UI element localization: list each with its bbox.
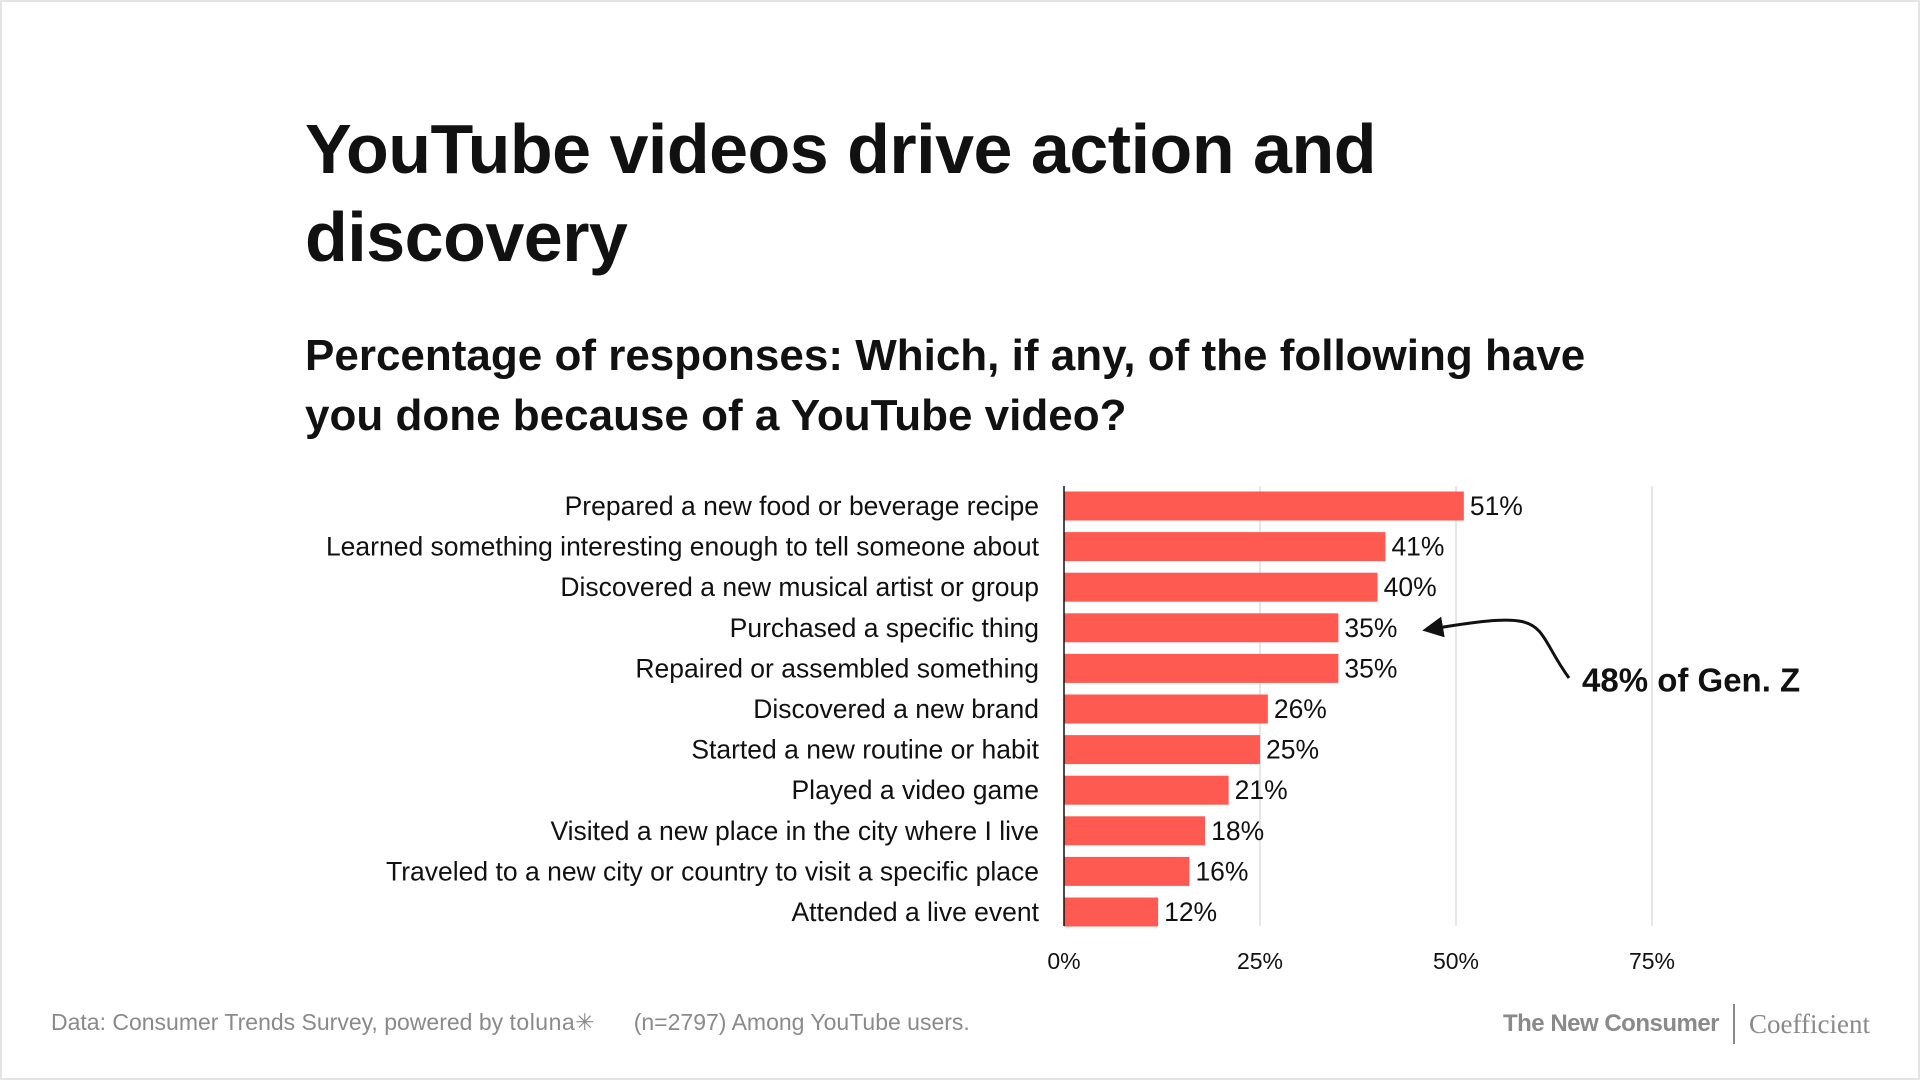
category-label: Discovered a new brand [753, 694, 1039, 724]
value-label: 16% [1195, 856, 1248, 886]
bar [1064, 653, 1339, 683]
value-label: 26% [1274, 694, 1327, 724]
category-label: Traveled to a new city or country to vis… [386, 856, 1039, 886]
x-tick-label: 0% [1047, 948, 1080, 974]
x-tick-label: 75% [1629, 948, 1675, 974]
category-label: Repaired or assembled something [635, 653, 1039, 683]
footer-brands: The New Consumer Coefficient [1503, 1003, 1870, 1045]
bar [1064, 775, 1229, 805]
chart-subtitle: Percentage of responses: Which, if any, … [305, 331, 1586, 440]
value-label: 40% [1384, 572, 1437, 602]
bar [1064, 613, 1339, 643]
source-note: Data: Consumer Trends Survey, powered by… [51, 1009, 970, 1036]
category-label: Purchased a specific thing [730, 613, 1039, 643]
value-label: 18% [1211, 816, 1264, 846]
sample-note: (n=2797) Among YouTube users. [633, 1009, 970, 1035]
value-label: 21% [1235, 775, 1288, 805]
brand-coefficient: Coefficient [1749, 1008, 1870, 1039]
bar [1064, 897, 1159, 927]
value-label: 35% [1344, 613, 1397, 643]
annotation-label: 48% of Gen. Z [1582, 662, 1800, 699]
category-label: Attended a live event [791, 897, 1039, 927]
bar [1064, 491, 1464, 521]
bar-chart: Prepared a new food or beverage recipe 51… [326, 486, 1800, 974]
value-label: 41% [1391, 532, 1444, 562]
x-tick-label: 50% [1433, 948, 1479, 974]
bar [1064, 572, 1378, 602]
source-prefix: Data: Consumer Trends Survey, powered by [51, 1009, 504, 1035]
bar [1064, 816, 1206, 846]
bar [1064, 735, 1260, 765]
value-label: 25% [1266, 735, 1319, 765]
category-label: Prepared a new food or beverage recipe [565, 491, 1039, 521]
brand-separator [1733, 1004, 1736, 1044]
bar [1064, 532, 1386, 562]
category-label: Played a video game [792, 775, 1040, 805]
value-label: 35% [1344, 653, 1397, 683]
annotation-arrow [1422, 616, 1571, 679]
category-label: Visited a new place in the city where I … [550, 816, 1039, 846]
x-tick-label: 25% [1237, 948, 1283, 974]
category-label: Started a new routine or habit [691, 735, 1039, 765]
bar [1064, 856, 1190, 886]
category-label: Learned something interesting enough to … [326, 532, 1040, 562]
brand-the-new-consumer: The New Consumer [1502, 1010, 1720, 1037]
category-label: Discovered a new musical artist or group [560, 572, 1039, 602]
chart-title: YouTube videos drive action and discover… [305, 110, 1376, 276]
bar [1064, 694, 1268, 724]
value-label: 12% [1164, 897, 1217, 927]
value-label: 51% [1470, 491, 1523, 521]
toluna-logo: toluna✳ [509, 1009, 595, 1035]
